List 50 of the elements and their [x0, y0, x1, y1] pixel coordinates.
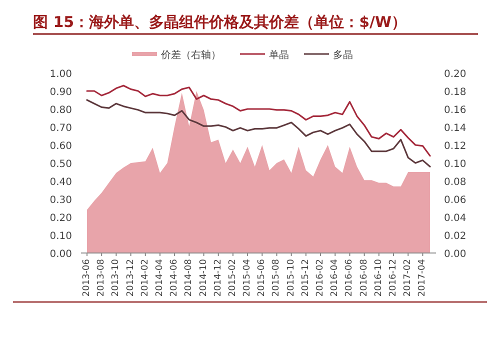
xtick: 2016-06	[344, 259, 355, 297]
y2tick: 0.20	[444, 69, 466, 80]
y2tick: 0.12	[444, 141, 466, 152]
xtick: 2014-12	[213, 259, 224, 297]
y2tick: 0.08	[444, 177, 466, 188]
ytick: 0.00	[50, 249, 72, 260]
xtick: 2015-12	[300, 259, 311, 297]
ytick: 0.90	[50, 87, 72, 98]
xtick: 2016-12	[388, 259, 398, 297]
y2tick: 0.10	[444, 159, 466, 170]
ytick: 0.20	[50, 213, 72, 224]
legend-label: 价差（右轴）	[161, 50, 221, 61]
xtick: 2014-02	[140, 259, 150, 297]
xtick: 2013-06	[82, 259, 92, 297]
xtick: 2013-10	[111, 259, 122, 297]
legend-label: 多晶	[333, 50, 353, 61]
xtick: 2015-08	[272, 259, 282, 297]
y2tick: 0.16	[444, 105, 466, 116]
xtick: 2014-10	[198, 259, 209, 297]
xtick: 2013-08	[96, 259, 107, 297]
ytick: 0.70	[50, 123, 72, 134]
xtick: 2013-12	[126, 259, 136, 297]
xtick: 2016-10	[374, 259, 384, 297]
title: 图 15：海外单、多晶组件价格及其价差（单位：$/W）	[33, 13, 407, 31]
y2tick: 0.04	[444, 213, 466, 224]
xtick: 2014-08	[184, 259, 194, 297]
xtick: 2016-08	[359, 259, 370, 297]
xtick: 2015-10	[286, 259, 296, 297]
y2tick: 0.02	[444, 231, 466, 242]
y2tick: 0.14	[444, 123, 466, 134]
ytick: 0.30	[50, 195, 72, 206]
y2tick: 0.00	[444, 249, 466, 260]
xtick: 2017-02	[403, 259, 414, 297]
xtick: 2014-06	[170, 259, 180, 297]
xtick: 2016-02	[316, 259, 326, 297]
xtick: 2017-04	[418, 259, 428, 297]
ytick: 0.80	[50, 105, 72, 116]
ytick: 0.10	[50, 231, 72, 242]
xtick: 2016-04	[330, 259, 340, 297]
y2tick: 0.06	[444, 195, 466, 206]
ytick: 1.00	[50, 69, 72, 80]
y2tick: 0.18	[444, 87, 466, 98]
ytick: 0.60	[50, 141, 72, 152]
ytick: 0.50	[50, 159, 72, 170]
xtick: 2015-04	[242, 259, 253, 297]
xtick: 2014-04	[154, 259, 165, 297]
ytick: 0.40	[50, 177, 72, 188]
legend-label: 单晶	[269, 50, 289, 61]
xtick: 2015-06	[257, 259, 268, 297]
xtick: 2015-02	[228, 259, 238, 297]
